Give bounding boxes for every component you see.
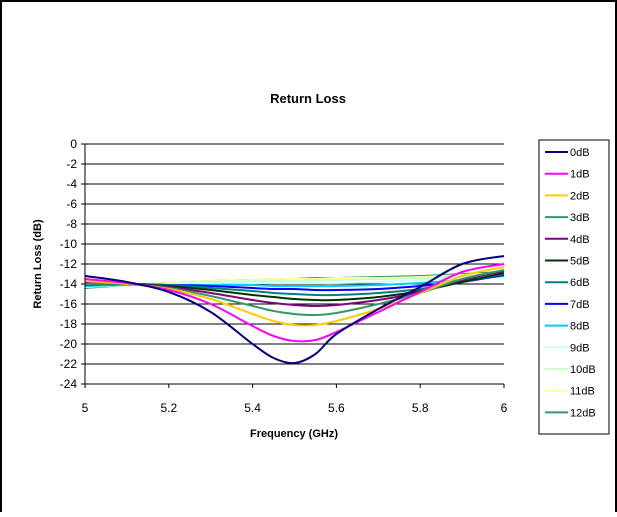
x-tick-label: 5.4 (244, 401, 261, 415)
chart-title: Return Loss (270, 91, 346, 106)
y-tick-label: -22 (60, 357, 78, 371)
y-tick-label: -2 (66, 157, 77, 171)
y-tick-label: -14 (60, 277, 78, 291)
legend-label-3dB: 3dB (570, 212, 590, 224)
legend-box (538, 139, 610, 435)
legend-label-12dB: 12dB (570, 407, 596, 419)
y-axis-label: Return Loss (dB) (32, 219, 44, 309)
gridlines (85, 143, 504, 365)
legend-label-5dB: 5dB (570, 256, 590, 268)
legend: 0dB 1dB 2dB 3dB 4dB 5dB 6dB 7dB 8dB 9dB 10dB 11dB 12… (538, 139, 610, 435)
x-tick-labels: 5 5.2 5.4 5.6 5.8 6 (82, 384, 508, 415)
legend-label-10dB: 10dB (570, 364, 596, 376)
x-tick-label: 5.2 (160, 401, 177, 415)
legend-label-7dB: 7dB (570, 299, 590, 311)
legend-label-6dB: 6dB (570, 277, 590, 289)
y-tick-label: -16 (60, 297, 78, 311)
legend-label-8dB: 8dB (570, 321, 590, 333)
y-tick-label: -12 (60, 257, 78, 271)
y-tick-label: -6 (66, 197, 77, 211)
y-tick-label: 0 (70, 137, 77, 151)
x-axis-label: Frequency (GHz) (250, 428, 338, 440)
y-tick-label: -24 (60, 377, 78, 391)
y-tick-labels: 0 -2 -4 -6 -8 -10 -12 -14 -16 -18 -20 -22 -24 (60, 137, 85, 391)
x-tick-label: 5.8 (412, 401, 429, 415)
legend-label-0dB: 0dB (570, 147, 590, 159)
x-tick-label: 5 (82, 401, 89, 415)
series-line-0dB (84, 255, 505, 365)
y-tick-label: -20 (60, 337, 78, 351)
legend-label-11dB: 11dB (570, 386, 595, 398)
y-tick-label: -18 (60, 317, 78, 331)
y-tick-label: -10 (60, 237, 78, 251)
x-tick-label: 5.6 (328, 401, 345, 415)
x-tick-label: 6 (501, 401, 508, 415)
series-lines (84, 255, 505, 365)
legend-label-9dB: 9dB (570, 342, 590, 354)
y-tick-label: -4 (66, 177, 77, 191)
legend-label-1dB: 1dB (570, 169, 590, 181)
y-tick-label: -8 (66, 217, 77, 231)
legend-label-2dB: 2dB (570, 190, 590, 202)
legend-label-4dB: 4dB (570, 234, 590, 246)
series-line-1dB (84, 263, 505, 343)
